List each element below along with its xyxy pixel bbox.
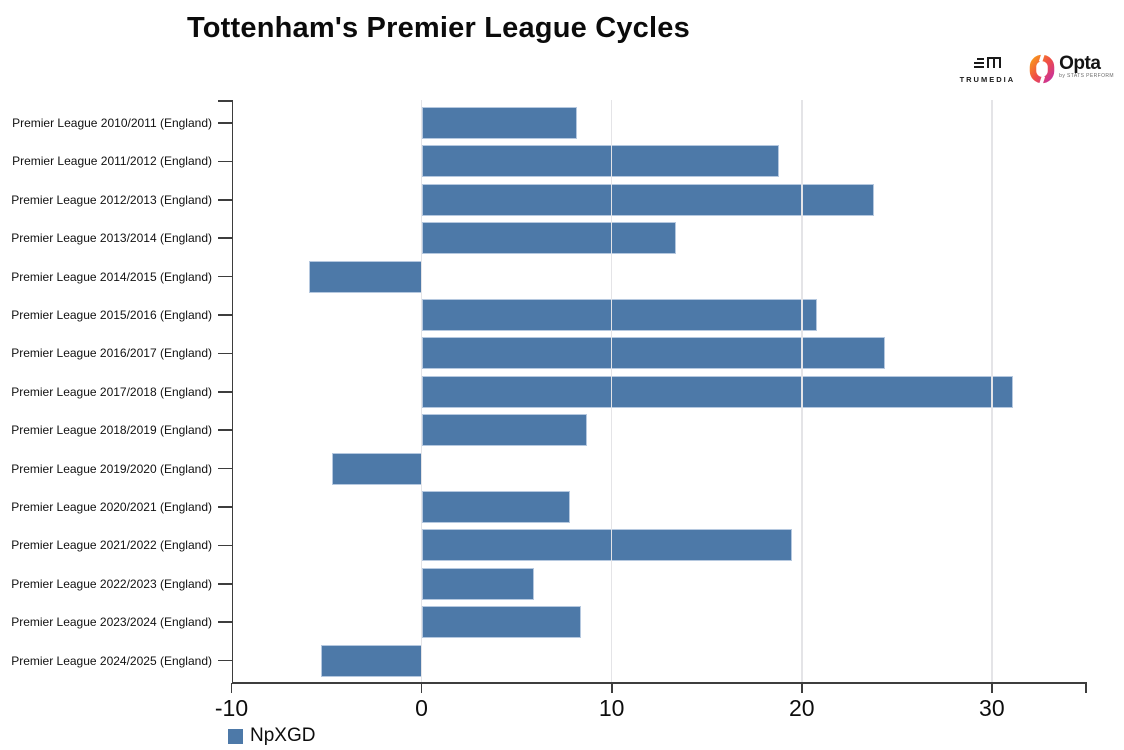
x-axis-tick-label-30: 30: [979, 695, 1005, 721]
trumedia-label: TRUMEDIA: [959, 74, 1016, 84]
gridline-10: [610, 100, 613, 683]
bar-2017-2018: [421, 375, 1013, 408]
y-axis-label: Premier League 2010/2011 (England): [12, 116, 212, 130]
legend: NpXGD: [228, 725, 315, 747]
y-axis-tick: [217, 199, 232, 201]
bar-2020-2021: [421, 491, 570, 523]
y-axis-line: [231, 100, 234, 683]
x-axis-line: [231, 682, 1087, 684]
x-axis-tick-label--10: -10: [214, 695, 249, 721]
bar-2012-2013: [421, 183, 874, 216]
opta-logo: Opta by STATS PERFORM: [1029, 54, 1114, 84]
y-axis-tick: [217, 391, 232, 393]
opta-sublabel: by STATS PERFORM: [1059, 73, 1114, 79]
opta-icon: [1029, 54, 1055, 84]
provider-logos: TRUMEDIA Opta by STATS PERFORM: [960, 54, 1114, 84]
y-axis-label: Premier League 2023/2024 (England): [11, 615, 212, 630]
bar-2014-2015: [309, 260, 422, 293]
x-axis-tick-label-20: 20: [788, 695, 815, 721]
y-axis-label: Premier League 2018/2019 (England): [11, 423, 212, 438]
x-axis-tick--10: [230, 683, 233, 693]
y-axis-tick: [217, 122, 232, 124]
x-axis-tick-label-10: 10: [598, 695, 625, 721]
gridline-30: [991, 100, 993, 683]
x-axis-tick-20: [800, 683, 803, 693]
y-axis-label: Premier League 2013/2014 (England): [11, 231, 212, 246]
x-axis-tick-10: [610, 683, 613, 693]
x-axis-end-cap: [1085, 683, 1087, 693]
chart-title: Tottenham's Premier League Cycles: [187, 12, 690, 44]
trumedia-logo: TRUMEDIA: [960, 55, 1016, 84]
bar-2021-2022: [421, 529, 793, 562]
x-axis-tick-30: [990, 683, 993, 693]
y-axis-tick: [217, 275, 232, 278]
y-axis-label: Premier League 2017/2018 (England): [11, 384, 212, 399]
y-axis-label: Premier League 2022/2023 (England): [11, 576, 212, 591]
bar-2019-2020: [332, 452, 422, 485]
bar-2013-2014: [421, 222, 677, 255]
bar-2011-2012: [421, 145, 779, 178]
y-axis-tick: [217, 506, 232, 508]
bar-2018-2019: [421, 414, 587, 447]
y-axis-label: Premier League 2024/2025 (England): [11, 653, 212, 668]
y-axis-tick: [217, 659, 232, 662]
y-axis-tick: [217, 237, 232, 239]
y-axis-tick: [217, 583, 232, 585]
y-axis-label: Premier League 2021/2022 (England): [11, 538, 212, 553]
gridline-20: [800, 100, 803, 683]
legend-swatch: [228, 728, 243, 744]
y-axis-tick: [217, 544, 232, 547]
y-axis-tick: [217, 467, 232, 470]
bar-2023-2024: [421, 606, 582, 639]
y-axis-label: Premier League 2011/2012 (England): [12, 154, 212, 169]
gridline-0: [420, 100, 423, 683]
bar-2024-2025: [320, 644, 422, 677]
y-axis-label: Premier League 2012/2013 (England): [11, 192, 212, 207]
x-axis-tick-0: [420, 683, 423, 693]
legend-label: NpXGD: [250, 725, 316, 746]
y-axis-top-cap: [217, 100, 232, 102]
y-axis-label: Premier League 2020/2021 (England): [11, 500, 212, 514]
opta-label: Opta: [1059, 53, 1101, 74]
y-axis-label: Premier League 2014/2015 (England): [11, 269, 212, 284]
trumedia-icon: [974, 56, 1002, 68]
y-axis-label: Premier League 2016/2017 (England): [11, 346, 212, 361]
y-axis-label: Premier League 2019/2020 (England): [11, 461, 212, 476]
y-axis-tick: [217, 429, 232, 431]
x-axis-tick-label-0: 0: [415, 695, 428, 721]
bar-2010-2011: [421, 107, 578, 139]
bar-2016-2017: [421, 337, 886, 370]
y-axis-tick: [217, 314, 232, 316]
y-axis-tick: [217, 160, 232, 163]
y-axis-tick: [217, 621, 232, 623]
y-axis-tick: [217, 352, 232, 355]
bar-2022-2023: [421, 567, 534, 600]
bar-2015-2016: [421, 299, 817, 331]
y-axis-label: Premier League 2015/2016 (England): [11, 308, 212, 322]
